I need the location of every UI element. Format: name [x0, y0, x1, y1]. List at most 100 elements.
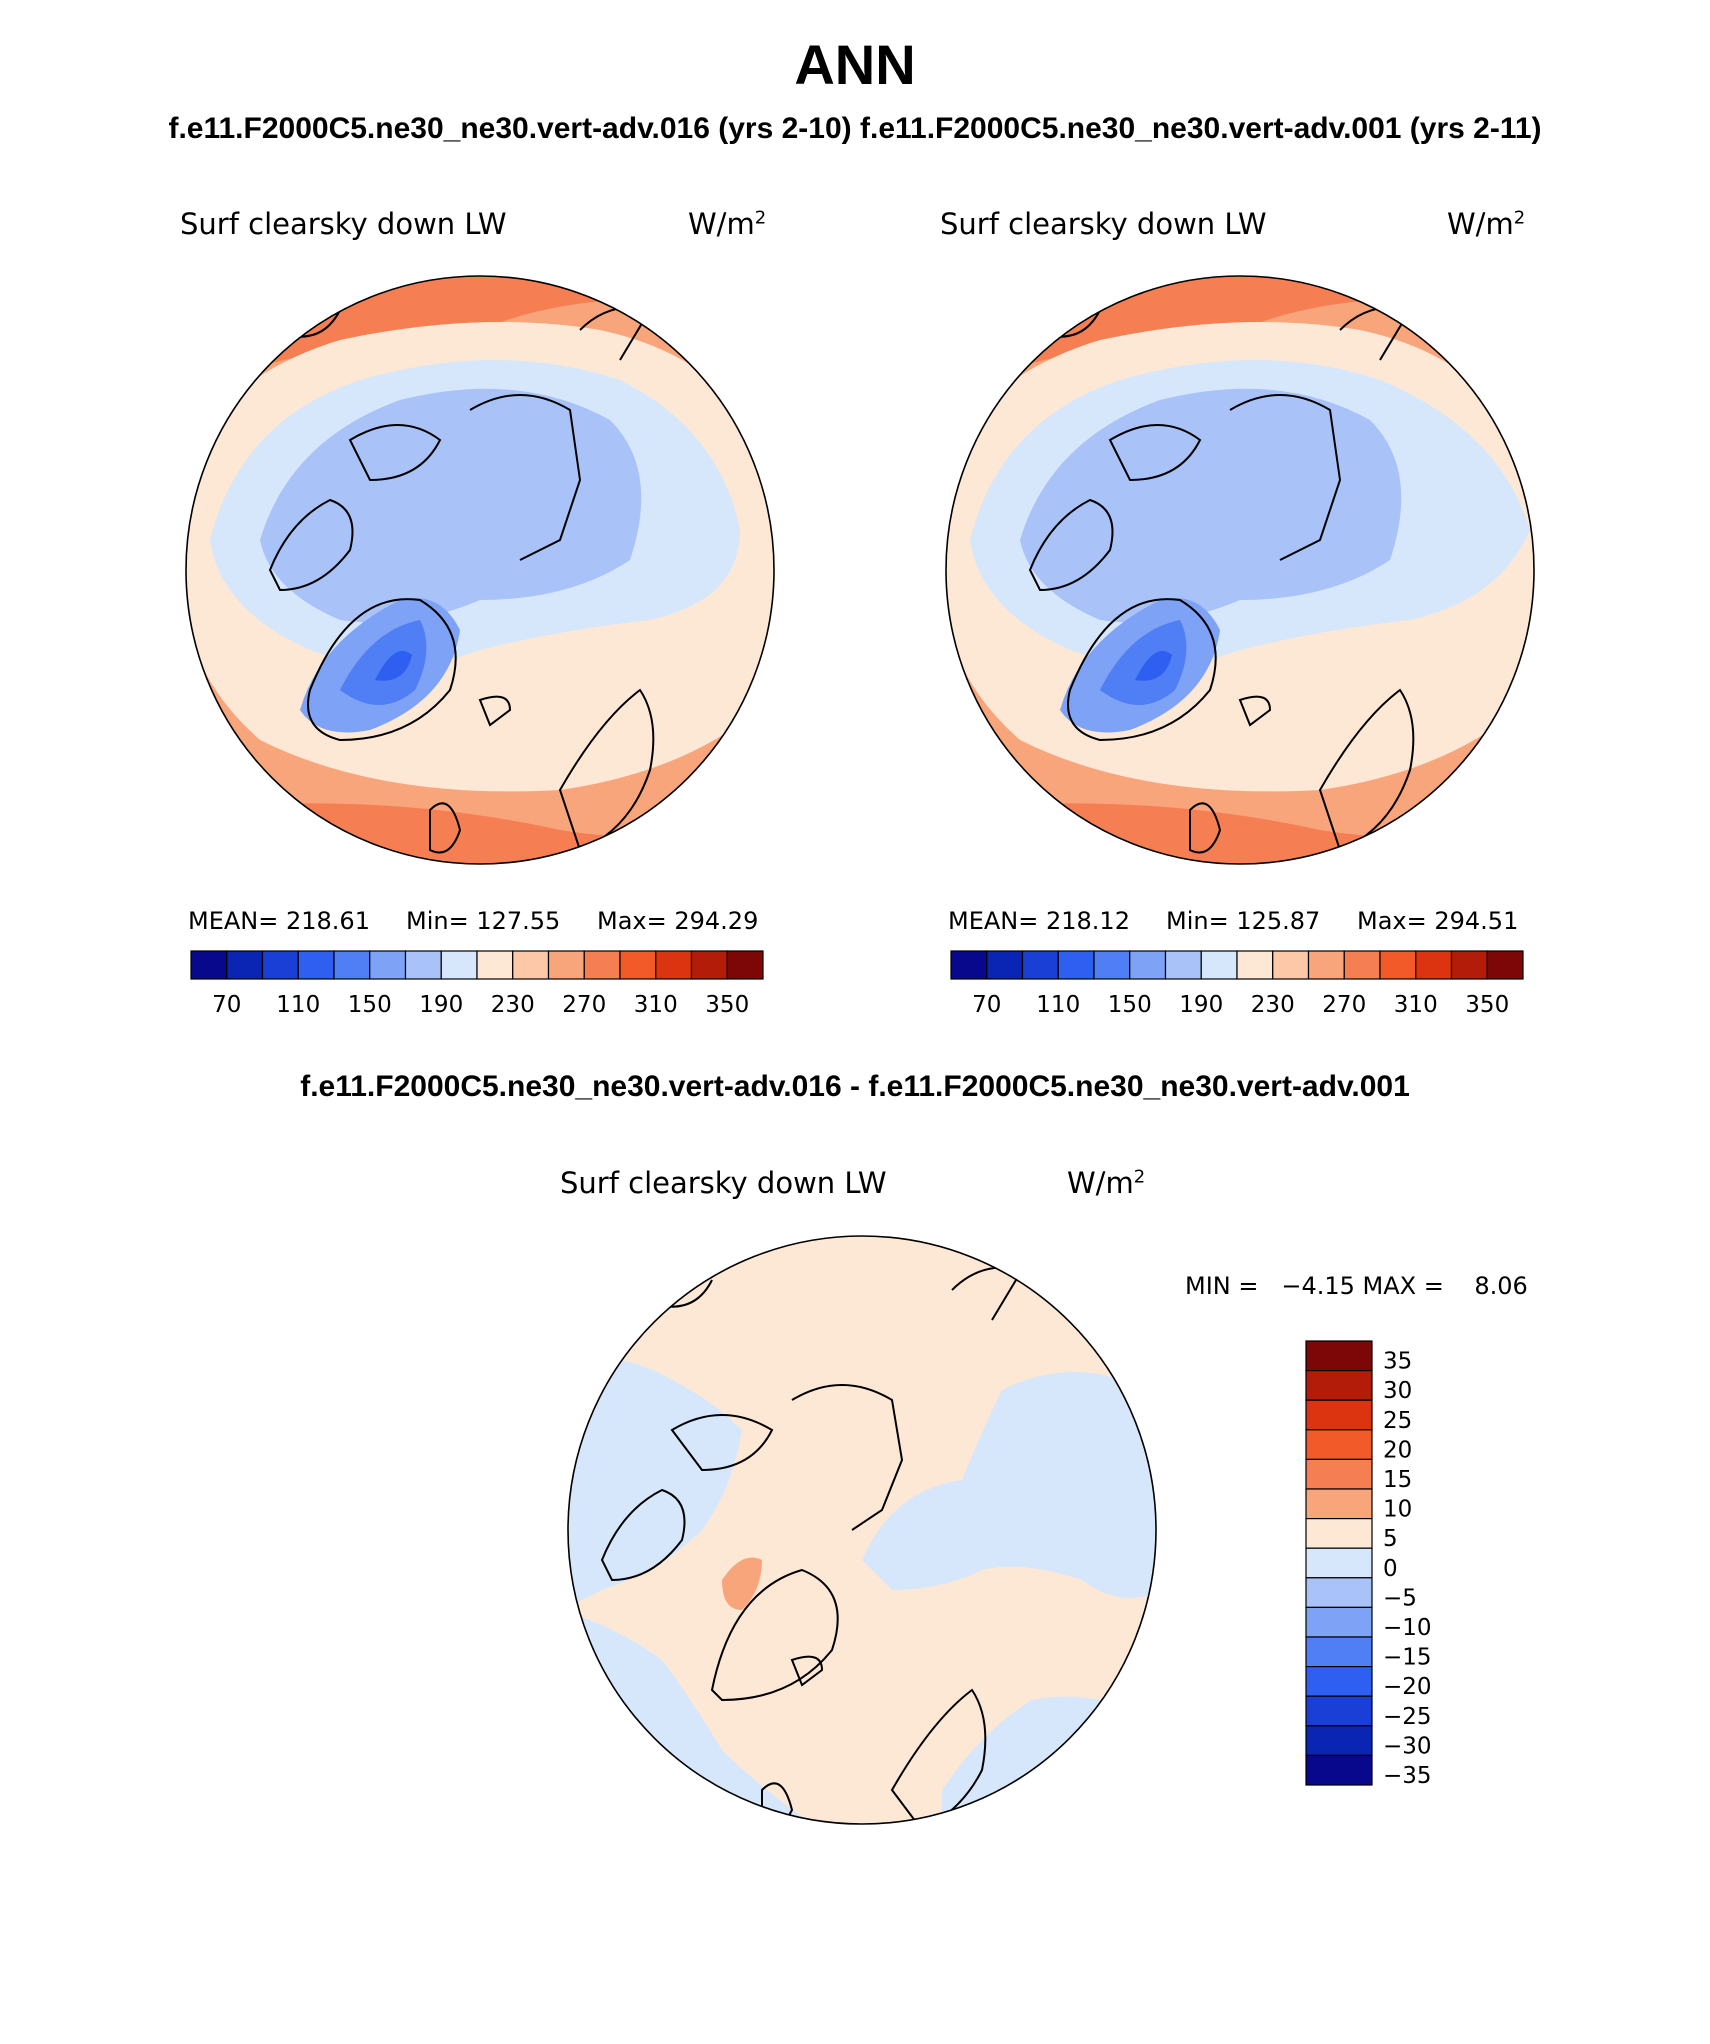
- right-units-label: W/m2: [1447, 207, 1526, 241]
- diff-units-label: W/m2: [1067, 1166, 1146, 1200]
- left-units-label: W/m2: [688, 207, 767, 241]
- colorbar-swatch: [1343, 950, 1381, 980]
- colorbar-swatch: [1305, 1754, 1373, 1786]
- diff-variable-label: Surf clearsky down LW: [560, 1166, 887, 1200]
- colorbar-swatch: [476, 950, 514, 980]
- colorbar-swatch: [1305, 1399, 1373, 1431]
- colorbar-swatch: [1093, 950, 1131, 980]
- colorbar-swatch: [726, 950, 764, 980]
- right-min-stat: Min= 125.87: [1166, 907, 1321, 935]
- colorbar-swatch: [1379, 950, 1417, 980]
- colorbar-tick-label: 270: [562, 992, 606, 1018]
- colorbar-swatch: [1305, 1725, 1373, 1756]
- colorbar-swatch: [950, 950, 988, 980]
- colorbar-tick-label: 150: [1108, 992, 1152, 1018]
- colorbar-swatch: [1307, 950, 1345, 980]
- colorbar-swatch: [1415, 950, 1453, 980]
- diff-minmax-stat: MIN = −4.15 MAX = 8.06: [1185, 1272, 1528, 1300]
- colorbar-swatch: [1305, 1458, 1373, 1490]
- colorbar-tick-label: 110: [276, 992, 320, 1018]
- colorbar-tick-label: 70: [212, 992, 241, 1018]
- left-min-stat: Min= 127.55: [406, 907, 561, 935]
- colorbar-tick-label: 35: [1383, 1349, 1412, 1375]
- colorbar-swatch: [261, 950, 299, 980]
- colorbar-tick-label: 70: [972, 992, 1001, 1018]
- colorbar-tick-label: 110: [1036, 992, 1080, 1018]
- colorbar-swatch: [655, 950, 693, 980]
- colorbar-swatch: [369, 950, 407, 980]
- colorbar-swatch: [619, 950, 657, 980]
- colorbar-swatch: [512, 950, 550, 980]
- colorbar-tick-label: −20: [1383, 1674, 1432, 1700]
- colorbar-swatch: [1305, 1606, 1373, 1638]
- colorbar-tick-label: 0: [1383, 1556, 1398, 1582]
- colorbar-tick-label: 150: [348, 992, 392, 1018]
- case-comparison-title: f.e11.F2000C5.ne30_ne30.vert-adv.016 (yr…: [168, 112, 1542, 145]
- colorbar-tick-label: 310: [634, 992, 678, 1018]
- difference-polar-map: [567, 1235, 1157, 1825]
- colorbar-swatch: [1305, 1695, 1373, 1727]
- colorbar-tick-label: −10: [1383, 1615, 1432, 1641]
- colorbar-tick-label: 15: [1383, 1467, 1412, 1493]
- colorbar-swatch: [440, 950, 478, 980]
- colorbar-tick-label: −35: [1383, 1763, 1432, 1789]
- colorbar-tick-label: −30: [1383, 1733, 1432, 1759]
- colorbar-swatch: [583, 950, 621, 980]
- right-mean-stat: MEAN= 218.12: [948, 907, 1130, 935]
- colorbar-swatch: [1272, 950, 1310, 980]
- colorbar-tick-label: 310: [1394, 992, 1438, 1018]
- difference-colorbar: 35 30 25 20 15 10 5 0 −5 −10 −15 −20 −25 −30 −35: [1305, 1340, 1432, 1789]
- colorbar-tick-label: 270: [1322, 992, 1366, 1018]
- colorbar-swatch: [1305, 1518, 1373, 1549]
- colorbar-swatch: [547, 950, 585, 980]
- colorbar-swatch: [1021, 950, 1059, 980]
- colorbar-tick-label: −5: [1383, 1585, 1417, 1611]
- colorbar-tick-label: 30: [1383, 1378, 1412, 1404]
- colorbar-tick-label: 230: [491, 992, 535, 1018]
- right-variable-label: Surf clearsky down LW: [940, 207, 1267, 241]
- colorbar-swatch: [226, 950, 264, 980]
- right-colorbar: 70 110 150 190 230 270 310 350: [950, 950, 1524, 1018]
- colorbar-swatch: [986, 950, 1024, 980]
- left-mean-stat: MEAN= 218.61: [188, 907, 370, 935]
- colorbar-tick-label: 350: [705, 992, 749, 1018]
- colorbar-swatch: [690, 950, 728, 980]
- colorbar-tick-label: 190: [419, 992, 463, 1018]
- colorbar-swatch: [1305, 1547, 1373, 1579]
- colorbar-tick-label: 20: [1383, 1437, 1412, 1463]
- colorbar-swatch: [190, 950, 228, 980]
- colorbar-tick-label: 10: [1383, 1497, 1412, 1523]
- colorbar-tick-label: 350: [1465, 992, 1509, 1018]
- colorbar-swatch: [1305, 1429, 1373, 1461]
- colorbar-swatch: [1236, 950, 1274, 980]
- colorbar-swatch: [1129, 950, 1167, 980]
- right-polar-map: [945, 275, 1535, 865]
- colorbar-swatch: [1486, 950, 1524, 980]
- colorbar-swatch: [1305, 1488, 1373, 1520]
- difference-title: f.e11.F2000C5.ne30_ne30.vert-adv.016 - f…: [300, 1070, 1410, 1103]
- colorbar-swatch: [1305, 1340, 1373, 1372]
- colorbar-tick-label: 190: [1179, 992, 1223, 1018]
- right-max-stat: Max= 294.51: [1357, 907, 1519, 935]
- colorbar-swatch: [1305, 1636, 1373, 1668]
- left-max-stat: Max= 294.29: [597, 907, 759, 935]
- colorbar-swatch: [1057, 950, 1095, 980]
- colorbar-swatch: [404, 950, 442, 980]
- colorbar-tick-label: 25: [1383, 1408, 1412, 1434]
- colorbar-swatch: [1200, 950, 1238, 980]
- page-title: ANN: [794, 33, 916, 96]
- colorbar-swatch: [1164, 950, 1202, 980]
- left-colorbar: 70 110 150 190 230 270 310 350: [190, 950, 764, 1018]
- left-variable-label: Surf clearsky down LW: [180, 207, 507, 241]
- colorbar-swatch: [333, 950, 371, 980]
- colorbar-tick-label: 230: [1251, 992, 1295, 1018]
- colorbar-tick-label: −15: [1383, 1645, 1432, 1671]
- colorbar-swatch: [1305, 1577, 1373, 1609]
- colorbar-tick-label: 5: [1383, 1526, 1398, 1552]
- colorbar-swatch: [1305, 1666, 1373, 1697]
- colorbar-swatch: [297, 950, 335, 980]
- left-polar-map: [185, 275, 775, 865]
- colorbar-swatch: [1450, 950, 1488, 980]
- colorbar-tick-label: −25: [1383, 1704, 1432, 1730]
- colorbar-swatch: [1305, 1370, 1373, 1401]
